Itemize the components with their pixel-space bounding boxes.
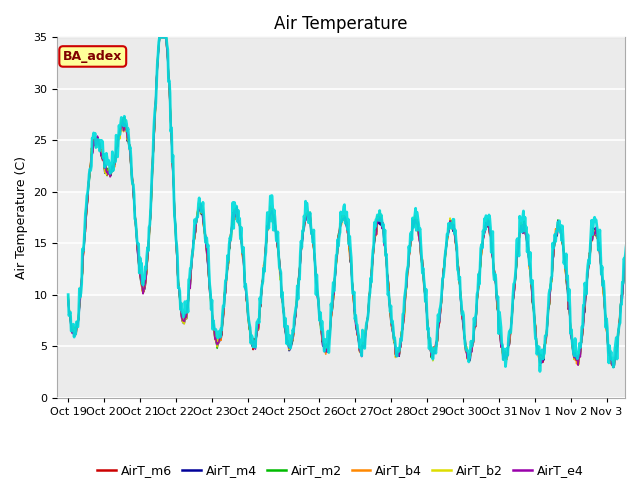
Y-axis label: Air Temperature (C): Air Temperature (C) [15, 156, 28, 279]
Title: Air Temperature: Air Temperature [274, 15, 408, 33]
Bar [58, 192, 625, 295]
Text: BA_adex: BA_adex [63, 50, 122, 63]
